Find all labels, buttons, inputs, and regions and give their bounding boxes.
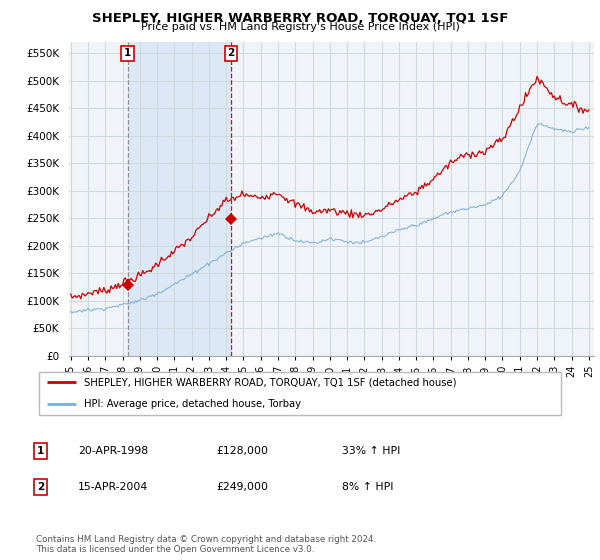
Text: 15-APR-2004: 15-APR-2004 [78,482,148,492]
Bar [128,42,231,356]
Text: SHEPLEY, HIGHER WARBERRY ROAD, TORQUAY, TQ1 1SF: SHEPLEY, HIGHER WARBERRY ROAD, TORQUAY, … [92,12,508,25]
Text: Price paid vs. HM Land Registry's House Price Index (HPI): Price paid vs. HM Land Registry's House … [140,22,460,32]
Text: 2: 2 [227,48,235,58]
Text: 20-APR-1998: 20-APR-1998 [78,446,148,456]
Text: 2: 2 [37,482,44,492]
Text: 8% ↑ HPI: 8% ↑ HPI [342,482,394,492]
Text: SHEPLEY, HIGHER WARBERRY ROAD, TORQUAY, TQ1 1SF (detached house): SHEPLEY, HIGHER WARBERRY ROAD, TORQUAY, … [83,377,456,388]
Text: 33% ↑ HPI: 33% ↑ HPI [342,446,400,456]
Text: £128,000: £128,000 [216,446,268,456]
FancyBboxPatch shape [38,371,562,416]
Text: HPI: Average price, detached house, Torbay: HPI: Average price, detached house, Torb… [83,399,301,409]
Text: 1: 1 [37,446,44,456]
Text: 1: 1 [124,48,131,58]
Text: £249,000: £249,000 [216,482,268,492]
Text: Contains HM Land Registry data © Crown copyright and database right 2024.
This d: Contains HM Land Registry data © Crown c… [36,535,376,554]
